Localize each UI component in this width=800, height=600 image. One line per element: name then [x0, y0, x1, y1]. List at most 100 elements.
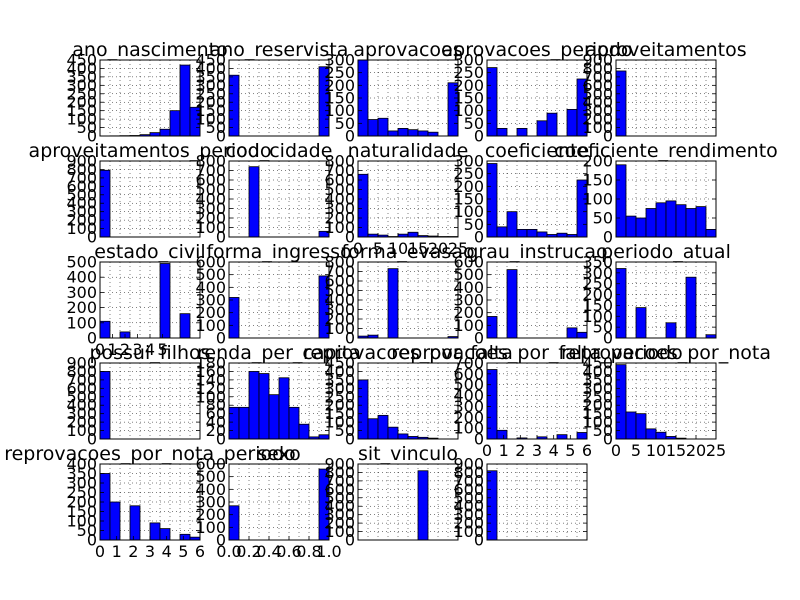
- y-tick-label: 800: [453, 463, 484, 482]
- axes-frame: [99, 160, 201, 238]
- y-tick-label: 400: [453, 278, 484, 297]
- y-tick-label: 250: [66, 483, 97, 502]
- bar: [655, 431, 667, 440]
- bar: [566, 109, 578, 137]
- y-tick-label: 150: [324, 404, 355, 423]
- y-tick-label: 250: [453, 164, 484, 183]
- panel-title: sit_vinculo: [358, 443, 458, 465]
- bar: [645, 208, 657, 238]
- bar: [99, 169, 111, 238]
- x-tick-label: 2: [128, 542, 138, 561]
- bar: [635, 307, 647, 339]
- y-tick-label: 800: [324, 463, 355, 482]
- axes-frame: [615, 362, 717, 440]
- y-tick-label: 800: [66, 160, 97, 179]
- y-tick-label: 40: [206, 413, 226, 432]
- x-tick-label: 1: [107, 340, 117, 359]
- y-tick-label: 700: [66, 370, 97, 389]
- histogram-panel-5: 0100200300400500600700800900aproveitamen…: [29, 140, 272, 247]
- panel-title: ano_reservista: [210, 39, 349, 61]
- histogram-panel-1: 050100150200250300350400450ano_reservist…: [195, 39, 348, 146]
- bar: [397, 433, 409, 440]
- y-tick-label: 200: [66, 493, 97, 512]
- bar: [407, 231, 419, 238]
- y-tick-label: 400: [195, 190, 226, 209]
- y-tick-label: 800: [66, 362, 97, 381]
- y-tick-label: 140: [195, 370, 226, 389]
- x-tick-label: 0: [353, 239, 363, 258]
- y-tick-label: 600: [324, 480, 355, 499]
- y-tick-label: 0: [603, 228, 613, 247]
- y-tick-label: 200: [195, 505, 226, 524]
- y-tick-label: 50: [464, 114, 484, 133]
- bar: [526, 228, 538, 238]
- y-tick-label: 200: [66, 211, 97, 230]
- bar: [556, 434, 568, 440]
- y-tick-label: 200: [324, 209, 355, 228]
- axes-frame: [99, 59, 201, 137]
- bar: [149, 522, 161, 541]
- bar: [615, 164, 627, 238]
- y-tick-label: 200: [324, 514, 355, 533]
- panel-title: coeficiente_rendimento: [554, 140, 778, 162]
- y-tick-label: 100: [453, 522, 484, 541]
- x-tick-label: 0.8: [296, 542, 321, 561]
- y-tick-label: 250: [582, 274, 613, 293]
- panel-title: possui_filhos: [89, 342, 210, 364]
- y-tick-label: 200: [66, 298, 97, 317]
- x-tick-label: 15: [666, 441, 686, 460]
- bar: [705, 228, 717, 238]
- bar: [655, 202, 667, 238]
- y-tick-label: 100: [453, 419, 484, 438]
- y-tick-label: 350: [66, 464, 97, 483]
- y-tick-label: 300: [453, 505, 484, 524]
- y-tick-label: 50: [77, 521, 97, 540]
- y-tick-label: 400: [324, 362, 355, 381]
- y-tick-label: 400: [324, 190, 355, 209]
- y-tick-label: 300: [324, 51, 355, 70]
- axes-frame: [99, 362, 201, 440]
- y-tick-label: 400: [453, 386, 484, 405]
- y-tick-label: 400: [66, 268, 97, 287]
- y-tick-label: 300: [453, 397, 484, 416]
- bar: [318, 434, 330, 440]
- bar: [685, 208, 697, 238]
- y-tick-label: 100: [66, 421, 97, 440]
- y-tick-label: 500: [453, 488, 484, 507]
- y-tick-label: 300: [66, 283, 97, 302]
- y-tick-label: 100: [195, 218, 226, 237]
- y-tick-label: 300: [324, 199, 355, 218]
- bar: [486, 316, 498, 339]
- axes-frame: [615, 261, 717, 339]
- y-tick-label: 400: [195, 480, 226, 499]
- y-tick-label: 900: [66, 354, 97, 373]
- y-tick-label: 50: [335, 421, 355, 440]
- y-tick-label: 600: [582, 76, 613, 95]
- axes-frame: [357, 463, 459, 541]
- y-tick-label: 700: [324, 262, 355, 281]
- bar: [566, 327, 578, 339]
- bar: [159, 128, 171, 137]
- panel-title: sexo: [257, 443, 301, 465]
- bar: [675, 204, 687, 238]
- y-tick-label: 300: [195, 199, 226, 218]
- y-tick-label: 150: [66, 502, 97, 521]
- panel-title: reprovacoes_por_nota: [561, 342, 771, 364]
- bar: [695, 206, 707, 238]
- y-tick-label: 900: [66, 152, 97, 171]
- x-tick-label: 6: [582, 441, 592, 460]
- y-tick-label: 100: [195, 387, 226, 406]
- x-tick-label: 15: [408, 239, 428, 258]
- y-tick-label: 100: [453, 202, 484, 221]
- bar: [536, 231, 548, 238]
- y-tick-label: 450: [195, 51, 226, 70]
- histogram-panel-17: 050100150200250300350400450reprovacoes_p…: [303, 342, 513, 449]
- bar: [109, 501, 121, 541]
- y-tick-label: 50: [464, 215, 484, 234]
- bar: [268, 394, 280, 440]
- y-tick-label: 100: [195, 110, 226, 129]
